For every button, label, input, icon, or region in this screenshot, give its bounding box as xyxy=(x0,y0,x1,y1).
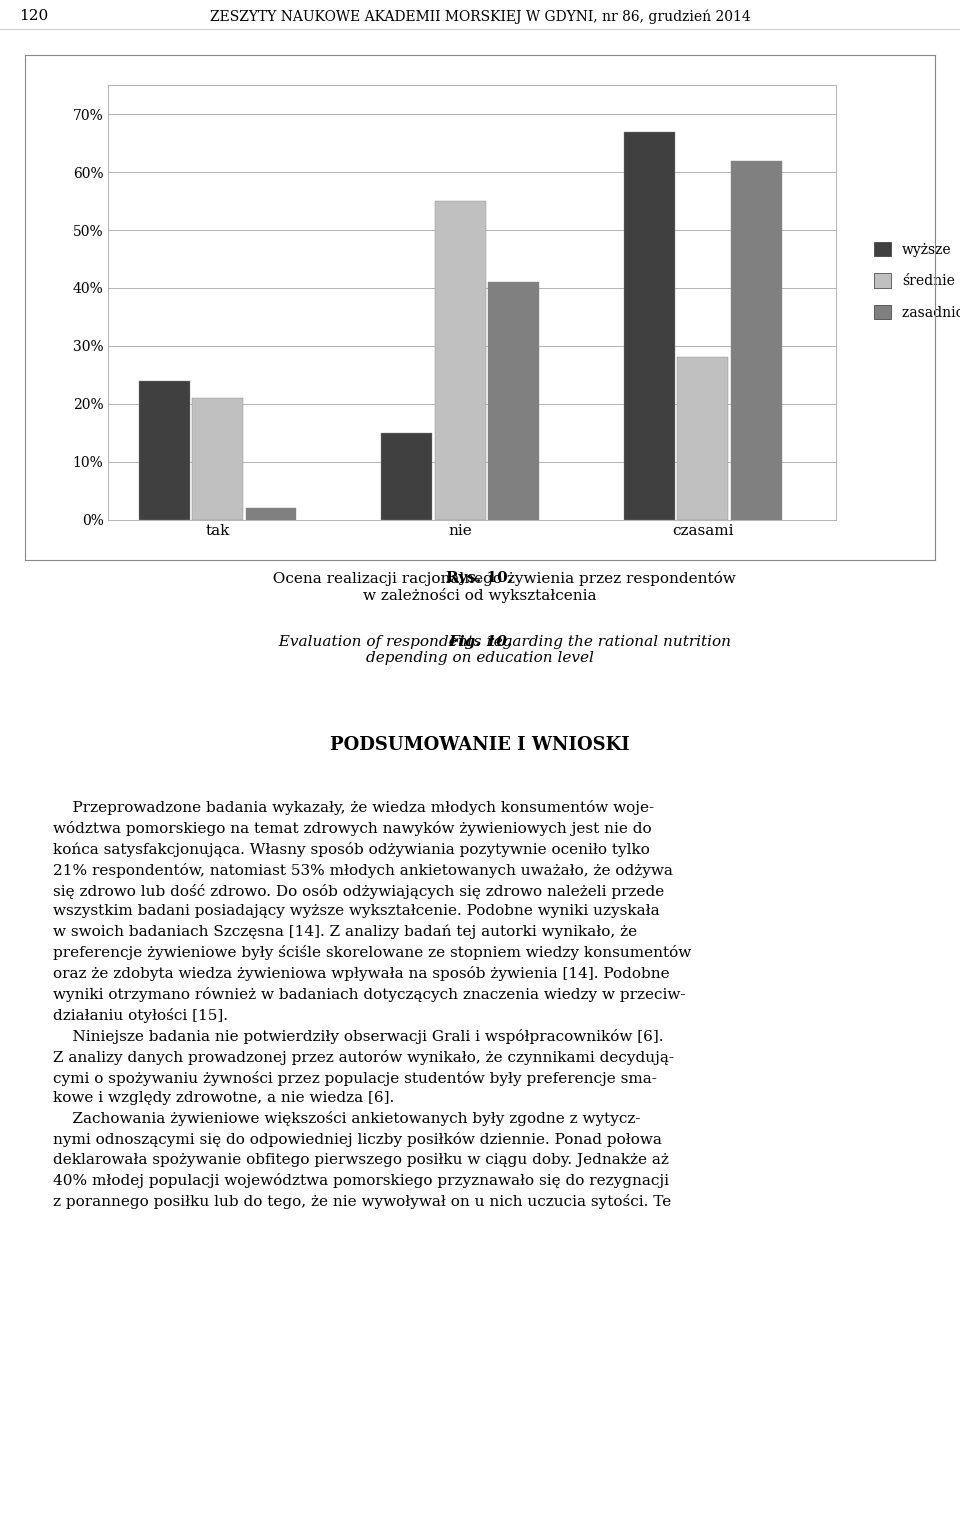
Text: Ocena realizacji racjonalnego żywienia przez respondentów
w zależności od wykszt: Ocena realizacji racjonalnego żywienia p… xyxy=(224,572,736,603)
Legend: wyższe, średnie, zasadnicze zawodowe: wyższe, średnie, zasadnicze zawodowe xyxy=(869,236,960,324)
Bar xyxy=(246,508,297,520)
Text: 120: 120 xyxy=(19,9,48,24)
Bar xyxy=(139,381,190,520)
Bar xyxy=(624,132,675,520)
Text: Rys. 10.: Rys. 10. xyxy=(446,572,514,585)
Bar xyxy=(381,432,432,520)
Text: Przeprowadzone badania wykazały, że wiedza młodych konsumentów woje-
wództwa pom: Przeprowadzone badania wykazały, że wied… xyxy=(53,800,691,1208)
Bar xyxy=(435,202,486,520)
Text: Fig. 10.: Fig. 10. xyxy=(448,635,512,649)
Bar xyxy=(489,282,540,520)
Bar xyxy=(731,161,781,520)
Text: Evaluation of respondents regarding the rational nutrition
depending on educatio: Evaluation of respondents regarding the … xyxy=(229,635,731,666)
Text: ZESZYTY NAUKOWE AKADEMII MORSKIEJ W GDYNI, nr 86, grudzień 2014: ZESZYTY NAUKOWE AKADEMII MORSKIEJ W GDYN… xyxy=(209,9,751,24)
Text: PODSUMOWANIE I WNIOSKI: PODSUMOWANIE I WNIOSKI xyxy=(330,735,630,753)
Bar xyxy=(192,399,243,520)
Bar xyxy=(678,358,729,520)
